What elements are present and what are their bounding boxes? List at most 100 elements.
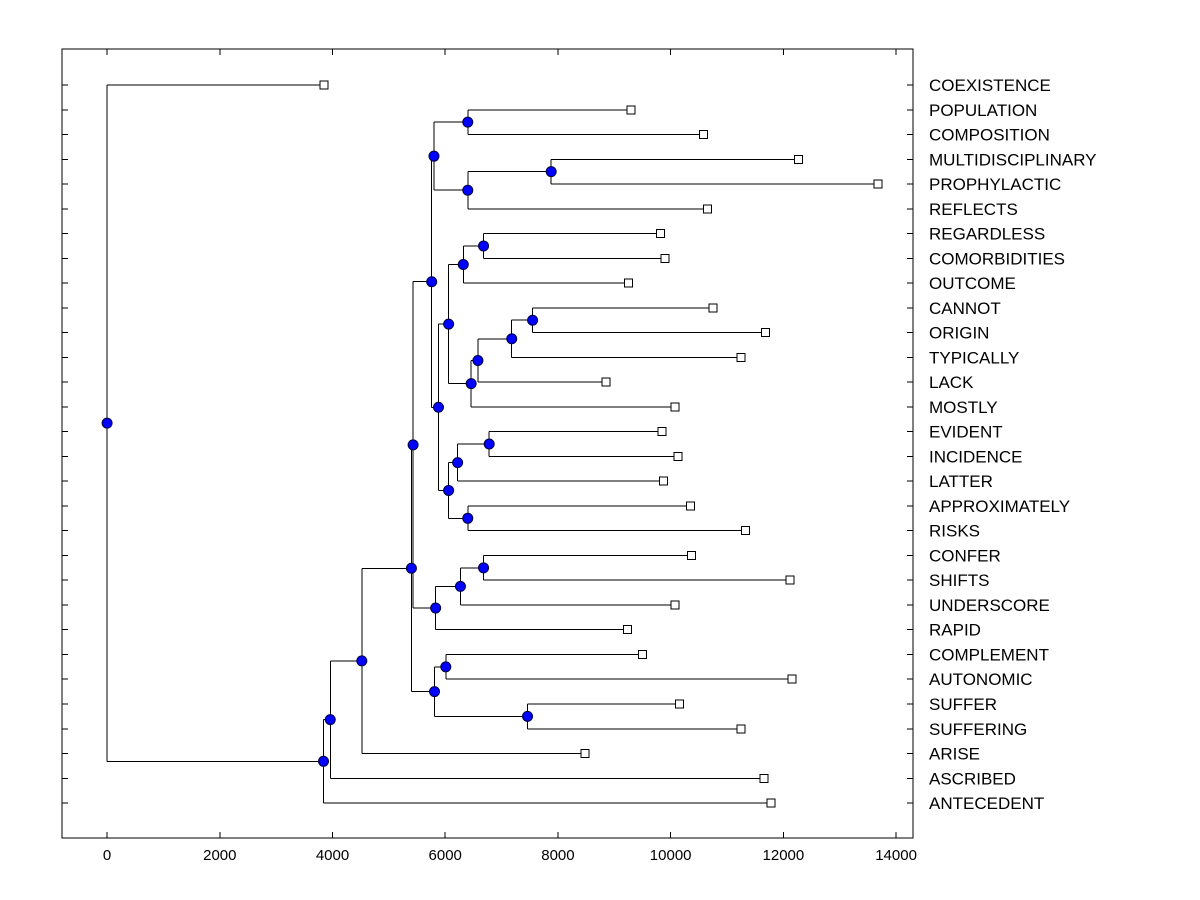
leaf-label: EVIDENT: [929, 423, 1003, 442]
leaf-label: COMPOSITION: [929, 126, 1050, 145]
leaf-marker: [622, 625, 632, 635]
leaf-label: ASCRIBED: [929, 769, 1016, 788]
leaf-markers: [319, 80, 883, 808]
leaf-label: APPROXIMATELY: [929, 497, 1070, 516]
merge-node-marker: [443, 484, 455, 496]
leaf-label: AUTONOMIC: [929, 670, 1033, 689]
leaf-label: INCIDENCE: [929, 447, 1023, 466]
leaf-label: ARISE: [929, 745, 980, 764]
leaf-marker: [787, 674, 797, 684]
x-tick-label: 0: [103, 847, 111, 864]
merge-node-marker: [478, 240, 490, 252]
leaf-label: REFLECTS: [929, 200, 1018, 219]
merge-node-markers: [101, 116, 557, 767]
leaf-label: SHIFTS: [929, 571, 989, 590]
merge-node-marker: [483, 438, 495, 450]
merge-node-marker: [462, 512, 474, 524]
leaf-marker: [319, 80, 329, 90]
merge-node-marker: [522, 710, 534, 722]
leaf-label: COEXISTENCE: [929, 76, 1051, 95]
leaf-label: CANNOT: [929, 299, 1001, 318]
leaf-label: RISKS: [929, 522, 980, 541]
merge-node-marker: [457, 259, 469, 271]
merge-node-marker: [407, 439, 419, 451]
leaf-marker: [670, 600, 680, 610]
merge-node-marker: [324, 714, 336, 726]
merge-node-marker: [462, 116, 474, 128]
leaf-marker: [687, 550, 697, 560]
leaf-labels: COEXISTENCE POPULATION COMPOSITION MULTIDIS…: [929, 76, 1097, 813]
x-axis-ticks: [106, 49, 897, 838]
merge-node-marker: [452, 457, 464, 469]
leaf-label: MULTIDISCIPLINARY: [929, 150, 1097, 169]
leaf-marker: [660, 253, 670, 263]
merge-node-marker: [472, 354, 484, 366]
leaf-marker: [794, 154, 804, 164]
plot-frame: [61, 48, 914, 839]
leaf-marker: [675, 699, 685, 709]
leaf-marker: [759, 773, 769, 783]
x-tick-label: 4000: [316, 847, 349, 864]
merge-node-marker: [429, 686, 441, 698]
merge-node-marker: [454, 580, 466, 592]
leaf-label: LATTER: [929, 472, 993, 491]
leaf-marker: [760, 328, 770, 338]
leaf-marker: [685, 501, 695, 511]
merge-node-marker: [440, 661, 452, 673]
leaf-marker: [637, 649, 647, 659]
leaf-label: CONFER: [929, 546, 1001, 565]
leaf-label: ORIGIN: [929, 324, 989, 343]
merge-node-marker: [356, 655, 368, 667]
leaf-label: MOSTLY: [929, 398, 998, 417]
y-axis-ticks: [62, 84, 913, 804]
merge-node-marker: [430, 602, 442, 614]
leaf-label: UNDERSCORE: [929, 596, 1050, 615]
x-tick-label: 10000: [650, 847, 692, 864]
merge-node-marker: [527, 314, 539, 326]
leaf-label: PROPHYLACTIC: [929, 175, 1061, 194]
leaf-marker: [698, 130, 708, 140]
leaf-marker: [736, 352, 746, 362]
x-tick-label: 2000: [203, 847, 236, 864]
x-tick-label: 14000: [875, 847, 917, 864]
leaf-label: OUTCOME: [929, 274, 1016, 293]
leaf-label: LACK: [929, 373, 974, 392]
leaf-label: SUFFERING: [929, 720, 1027, 739]
x-tick-label: 8000: [541, 847, 574, 864]
leaf-label: RAPID: [929, 621, 981, 640]
leaf-marker: [766, 798, 776, 808]
x-tick-label: 6000: [429, 847, 462, 864]
merge-node-marker: [465, 378, 477, 390]
leaf-label: POPULATION: [929, 101, 1037, 120]
leaf-marker: [708, 303, 718, 313]
leaf-marker: [670, 402, 680, 412]
x-tick-label: 12000: [763, 847, 805, 864]
merge-node-marker: [426, 276, 438, 288]
merge-node-marker: [462, 184, 474, 196]
merge-node-marker: [317, 755, 329, 767]
leaf-marker: [657, 427, 667, 437]
leaf-marker: [873, 179, 883, 189]
leaf-marker: [623, 278, 633, 288]
leaf-marker: [702, 204, 712, 214]
leaf-label: COMPLEMENT: [929, 645, 1049, 664]
leaf-label: TYPICALLY: [929, 348, 1019, 367]
merge-node-marker: [101, 417, 113, 429]
merge-node-marker: [443, 318, 455, 330]
merge-node-marker: [506, 333, 518, 345]
leaf-marker: [656, 229, 666, 239]
leaf-label: ANTECEDENT: [929, 794, 1044, 813]
merge-node-marker: [545, 166, 557, 178]
leaf-label: COMORBIDITIES: [929, 249, 1065, 268]
merge-node-marker: [428, 150, 440, 162]
leaf-marker: [673, 451, 683, 461]
leaf-label: REGARDLESS: [929, 225, 1045, 244]
leaf-marker: [785, 575, 795, 585]
leaf-marker: [580, 749, 590, 759]
merge-node-marker: [432, 401, 444, 413]
leaf-marker: [658, 476, 668, 486]
leaf-marker: [741, 526, 751, 536]
leaf-label: SUFFER: [929, 695, 997, 714]
merge-node-marker: [478, 562, 490, 574]
